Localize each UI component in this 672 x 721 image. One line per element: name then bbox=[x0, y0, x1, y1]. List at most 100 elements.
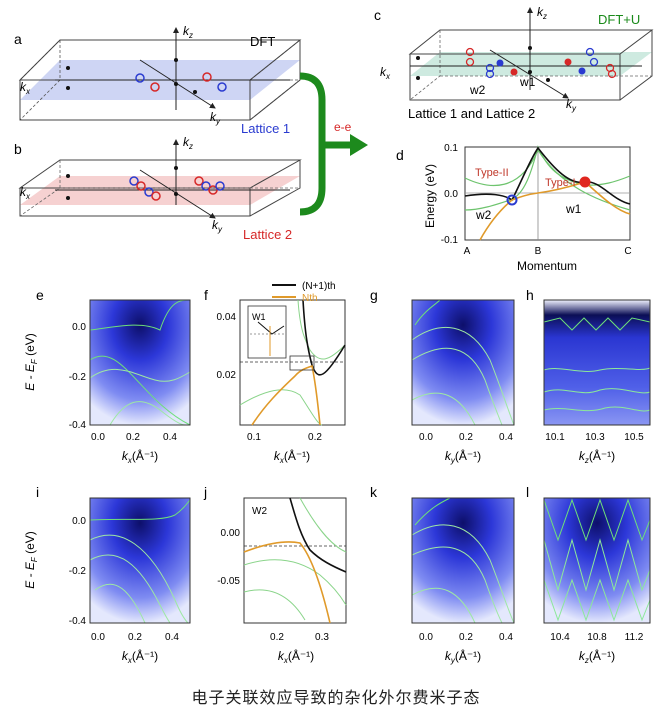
xtick-k: 0.2 bbox=[459, 632, 473, 643]
node-dot bbox=[416, 76, 420, 80]
panel-letter-g: g bbox=[370, 287, 378, 303]
node-dot bbox=[528, 70, 532, 74]
dispersion-g bbox=[411, 347, 503, 426]
band-j-green bbox=[243, 589, 306, 621]
dispersion-e bbox=[109, 401, 186, 426]
kx-label-c: kx bbox=[380, 65, 391, 81]
ky-label-c: ky bbox=[566, 97, 577, 113]
node-dot bbox=[416, 56, 420, 60]
legend-orange-label: Nth bbox=[302, 293, 318, 304]
xlabel-l: kz(Å⁻¹) bbox=[579, 648, 615, 665]
xlabel-e: kx(Å⁻¹) bbox=[122, 448, 158, 465]
panel-letter-c: c bbox=[374, 7, 381, 23]
row2: E - EF (eV) i 0.0 -0.2 -0.4 0.0 0.2 0.4 … bbox=[23, 484, 651, 665]
band-j-green bbox=[299, 497, 347, 553]
d-xtick: A bbox=[464, 246, 471, 257]
lattice1-label: Lattice 1 bbox=[241, 121, 290, 136]
dftu-tag: DFT+U bbox=[598, 12, 640, 27]
frame-h bbox=[543, 299, 651, 426]
w1-label-c: w1 bbox=[519, 75, 536, 89]
panel-b: b kz kx ky Lattice 2 bbox=[14, 135, 302, 242]
weyl-point bbox=[589, 57, 599, 67]
dispersion-k bbox=[414, 497, 451, 526]
panel-letter-l: l bbox=[526, 484, 529, 500]
weyl-point bbox=[465, 47, 475, 57]
w1-box bbox=[289, 355, 315, 371]
xtick-h: 10.5 bbox=[624, 432, 644, 443]
weyl-point-filled bbox=[510, 68, 518, 76]
weyl-point bbox=[136, 181, 146, 191]
xlabel-g: ky(Å⁻¹) bbox=[445, 448, 481, 465]
xtick-k: 0.4 bbox=[499, 632, 513, 643]
kz-label-b: kz bbox=[183, 135, 193, 151]
ytick-e: -0.4 bbox=[69, 420, 87, 431]
ee-label: e-e bbox=[334, 120, 352, 134]
dispersion-i bbox=[89, 499, 191, 521]
dispersion-g bbox=[414, 299, 441, 326]
panel-d: d 0.1 0.0 -0.1 A B C Energy (eV) Momentu… bbox=[396, 143, 632, 273]
d-xlabel: Momentum bbox=[517, 259, 577, 273]
xtick-e: 0.0 bbox=[91, 432, 105, 443]
ky-label-a: ky bbox=[210, 110, 221, 126]
panel-letter-j: j bbox=[203, 484, 207, 500]
weyl-point bbox=[215, 181, 225, 191]
xtick-j: 0.3 bbox=[315, 632, 329, 643]
w2-label-c: w2 bbox=[469, 83, 486, 97]
xtick-k: 0.0 bbox=[419, 632, 433, 643]
band-j-orange bbox=[243, 541, 331, 624]
xlabel-f: kx(Å⁻¹) bbox=[274, 448, 310, 465]
d-ytick: 0.0 bbox=[444, 189, 458, 200]
frame-e bbox=[89, 299, 191, 426]
dispersion-h bbox=[543, 406, 651, 412]
band-f-green bbox=[239, 389, 323, 426]
node-dot bbox=[66, 174, 70, 178]
band-j-green bbox=[243, 559, 347, 606]
arpes-map-l bbox=[544, 498, 650, 623]
d-plot-frame bbox=[464, 146, 631, 241]
dispersion-e bbox=[89, 299, 191, 331]
panel-letter-b: b bbox=[14, 141, 22, 157]
frame-k bbox=[411, 497, 515, 624]
row2-ylabel: E - EF (eV) bbox=[23, 531, 39, 589]
panel-c: c kz kx ky w2 w1 DFT+U Lattice 1 and Lat… bbox=[374, 5, 654, 121]
weyl-point bbox=[144, 187, 154, 197]
xtick-e: 0.2 bbox=[126, 432, 140, 443]
weyl-point bbox=[194, 176, 204, 186]
dispersion-e bbox=[89, 355, 191, 426]
xtick-i: 0.2 bbox=[128, 632, 142, 643]
d-ytick: -0.1 bbox=[441, 235, 459, 246]
dispersion-l bbox=[543, 498, 651, 542]
node-dot bbox=[66, 196, 70, 200]
xtick-h: 10.1 bbox=[545, 432, 565, 443]
weyl-point-filled bbox=[496, 59, 504, 67]
inset-w2-label: W2 bbox=[252, 506, 267, 517]
band-green bbox=[464, 148, 631, 211]
arpes-map-i bbox=[90, 498, 190, 623]
weyl-point bbox=[217, 82, 227, 92]
kz-label-a: kz bbox=[183, 24, 193, 40]
figure-caption: 电子关联效应导致的杂化外尔费米子态 bbox=[191, 688, 481, 707]
panel-letter-d: d bbox=[396, 147, 404, 163]
band-f-black bbox=[302, 299, 346, 376]
d-ylabel: Energy (eV) bbox=[423, 164, 437, 228]
weyl-point bbox=[202, 72, 212, 82]
dispersion-g bbox=[411, 327, 515, 426]
kx-label-b: kx bbox=[20, 185, 31, 201]
node-dot bbox=[66, 86, 70, 90]
panel-a: a kz kx ky DFT Lattice 1 bbox=[14, 24, 302, 136]
xtick-g: 0.0 bbox=[419, 432, 433, 443]
w1-label-d: w1 bbox=[565, 202, 582, 216]
xtick-l: 10.4 bbox=[550, 632, 570, 643]
xtick-g: 0.4 bbox=[499, 432, 513, 443]
xlabel-h: kz(Å⁻¹) bbox=[579, 448, 615, 465]
arpes-map-g bbox=[412, 300, 514, 425]
arpes-map-k bbox=[412, 498, 514, 623]
weyl-point-filled bbox=[578, 67, 586, 75]
node-dot bbox=[528, 46, 532, 50]
xlabel-i: kx(Å⁻¹) bbox=[122, 648, 158, 665]
xlabel-k: ky(Å⁻¹) bbox=[445, 648, 481, 665]
node-dot bbox=[174, 58, 178, 62]
panel-letter-a: a bbox=[14, 31, 22, 47]
dispersion-i bbox=[89, 534, 189, 624]
type1-label: Type-I bbox=[545, 177, 576, 189]
